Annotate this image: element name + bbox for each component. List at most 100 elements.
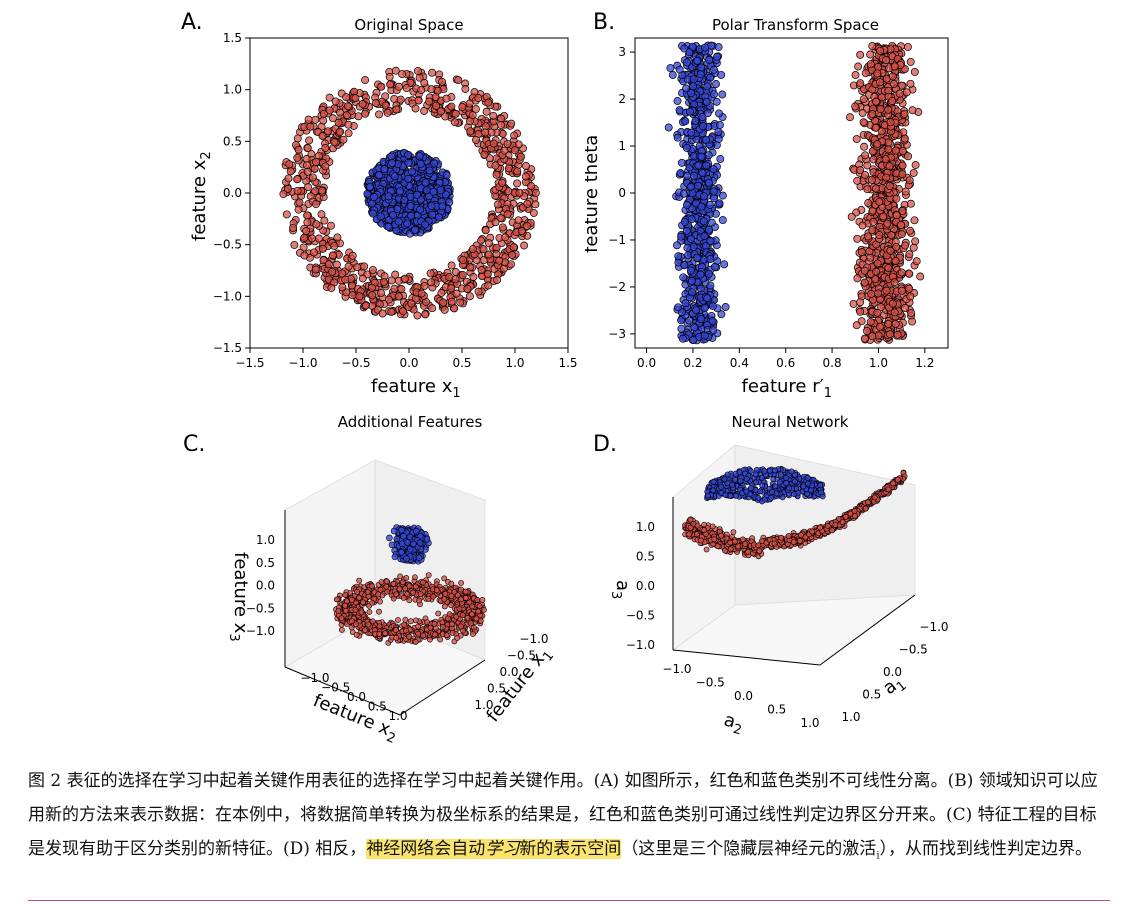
- point-c-red: [382, 630, 388, 637]
- point-b-blue: [697, 152, 706, 161]
- point-a-red: [509, 243, 518, 252]
- point-a-blue: [428, 210, 437, 219]
- point-c-red: [410, 589, 416, 596]
- point-b-red: [851, 102, 860, 111]
- point-b-red: [906, 226, 915, 235]
- point-a-red: [361, 109, 370, 118]
- point-a-blue: [421, 220, 429, 229]
- point-b-blue: [693, 253, 702, 262]
- tick-label-y-c: 0.5: [368, 700, 387, 714]
- point-d-red: [703, 546, 710, 553]
- point-a-red: [483, 270, 492, 279]
- x-tick-label-b: 0.2: [683, 356, 702, 370]
- point-b-red: [900, 109, 909, 118]
- x-tick-label-a: 0.5: [452, 356, 471, 370]
- point-a-red: [318, 132, 327, 140]
- point-b-red: [885, 182, 894, 190]
- point-b-red: [909, 168, 918, 177]
- point-a-red: [498, 223, 507, 232]
- point-c-red: [392, 627, 399, 633]
- point-b-blue: [702, 97, 711, 106]
- point-a-red: [358, 100, 367, 108]
- point-a-red: [503, 210, 512, 219]
- point-b-red: [872, 267, 881, 276]
- point-a-red: [310, 164, 319, 173]
- x-tick-label-a: −1.0: [288, 356, 317, 370]
- y-axis-label-a: feature x2: [189, 151, 214, 241]
- points-b: [664, 41, 925, 345]
- point-a-red: [302, 161, 311, 170]
- point-a-red: [305, 136, 314, 145]
- point-c-red: [415, 630, 422, 637]
- point-a-blue: [413, 190, 421, 199]
- point-a-red: [450, 118, 459, 127]
- point-a-red: [311, 115, 320, 124]
- point-c-red: [423, 619, 430, 625]
- point-b-red: [847, 212, 856, 221]
- point-b-blue: [721, 303, 730, 311]
- point-b-red: [864, 232, 872, 241]
- point-a-red: [344, 120, 353, 129]
- point-b-blue: [706, 237, 715, 246]
- point-a-red: [491, 161, 500, 170]
- point-c-blue: [400, 532, 407, 540]
- point-a-blue: [415, 152, 424, 161]
- point-b-red: [905, 284, 914, 293]
- point-a-red: [300, 251, 309, 260]
- point-c-red: [338, 626, 345, 633]
- point-b-red: [901, 241, 910, 250]
- point-a-red: [331, 97, 340, 106]
- point-b-red: [908, 317, 917, 326]
- point-a-red: [428, 304, 437, 313]
- point-a-red: [427, 278, 436, 287]
- point-a-red: [441, 112, 450, 121]
- tick-label-z-c: −0.5: [246, 601, 275, 615]
- point-a-blue: [425, 166, 434, 175]
- point-a-red: [309, 248, 318, 257]
- point-b-blue: [715, 199, 724, 208]
- point-b-blue: [720, 260, 729, 269]
- point-b-red: [866, 50, 875, 59]
- point-b-blue: [676, 169, 685, 178]
- point-a-red: [420, 281, 429, 290]
- point-b-blue: [714, 134, 723, 143]
- point-b-red: [858, 109, 867, 117]
- z-axis-label-c: feature x3: [226, 552, 251, 642]
- point-b-blue: [694, 161, 703, 170]
- point-c-red: [404, 591, 411, 598]
- point-a-red: [500, 146, 509, 155]
- point-b-red: [884, 320, 893, 328]
- point-b-red: [883, 219, 892, 228]
- point-a-red: [306, 122, 315, 131]
- point-b-blue: [689, 82, 698, 91]
- point-a-red: [489, 111, 498, 120]
- point-c-red: [464, 614, 471, 621]
- point-a-red: [303, 144, 312, 152]
- point-a-red: [377, 289, 385, 298]
- point-b-blue: [700, 331, 709, 340]
- point-b-red: [886, 246, 895, 255]
- point-b-red: [898, 161, 907, 170]
- point-b-blue: [700, 231, 709, 240]
- point-a-blue: [427, 201, 436, 210]
- point-a-red: [415, 73, 424, 82]
- point-c-blue: [415, 554, 423, 562]
- point-b-blue: [687, 215, 696, 224]
- point-a-red: [308, 234, 316, 243]
- point-b-red: [906, 57, 915, 66]
- point-a-red: [447, 261, 456, 270]
- point-a-blue: [442, 171, 451, 180]
- point-b-red: [846, 113, 854, 122]
- point-b-blue: [678, 334, 687, 343]
- point-a-red: [333, 233, 342, 242]
- point-a-blue: [445, 198, 454, 207]
- point-c-red: [352, 607, 359, 613]
- point-b-blue: [716, 155, 725, 163]
- point-a-blue: [380, 165, 389, 174]
- point-a-red: [522, 162, 530, 170]
- point-a-red: [302, 227, 311, 236]
- y-tick-label-b: 3: [618, 45, 626, 59]
- point-b-blue: [664, 123, 673, 132]
- point-b-blue: [713, 52, 721, 61]
